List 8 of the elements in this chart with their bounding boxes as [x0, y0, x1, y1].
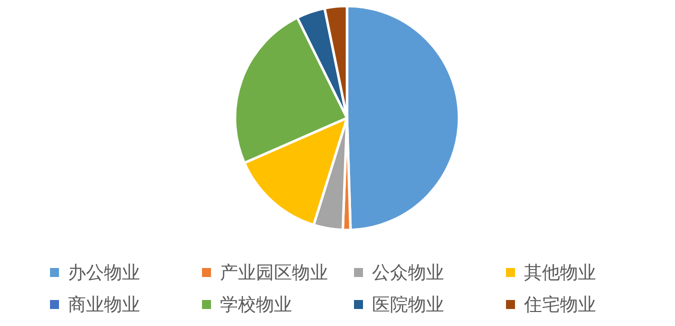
legend-label: 商业物业: [68, 294, 140, 316]
legend-label: 公众物业: [372, 262, 444, 284]
legend-label: 办公物业: [68, 262, 140, 284]
legend-label: 学校物业: [220, 294, 292, 316]
legend-label: 其他物业: [524, 262, 596, 284]
legend-label: 医院物业: [372, 294, 444, 316]
legend-label: 产业园区物业: [220, 262, 328, 284]
legend-label: 住宅物业: [523, 294, 596, 316]
